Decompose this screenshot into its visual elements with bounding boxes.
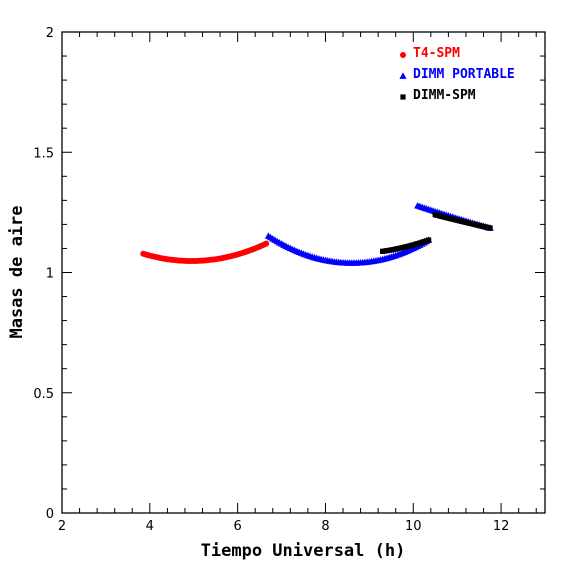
x-tick-label: 10	[405, 519, 422, 534]
x-tick-label: 4	[146, 519, 154, 534]
y-tick-label: 2	[46, 26, 54, 41]
data-point	[263, 240, 270, 247]
data-point	[487, 225, 493, 231]
series-dimm-spm	[379, 212, 493, 254]
series-layer	[140, 202, 494, 266]
x-tick-label: 2	[58, 519, 66, 534]
legend: T4-SPM DIMM PORTABLE DIMM-SPM	[399, 46, 515, 103]
data-point	[426, 237, 432, 243]
y-tick-label: 0	[46, 507, 54, 522]
series-t4-spm	[140, 240, 270, 265]
legend-marker	[399, 72, 407, 79]
x-tick-label: 6	[233, 519, 241, 534]
y-tick-label: 1	[46, 267, 54, 282]
tick-labels: 2 4 6 8 10 12 0 0.5 1 1.5 2	[33, 26, 509, 534]
legend-marker	[400, 52, 406, 58]
x-axis-title: Tiempo Universal (h)	[201, 541, 406, 561]
axes-layer	[61, 31, 546, 514]
y-axis-title: Masas de aire	[7, 205, 27, 338]
legend-marker	[400, 94, 406, 100]
legend-label: T4-SPM	[413, 46, 460, 61]
y-tick-label: 0.5	[33, 387, 54, 402]
x-tick-label: 12	[493, 519, 510, 534]
legend-label: DIMM-SPM	[413, 88, 476, 103]
x-tick-label: 8	[321, 519, 329, 534]
y-tick-label: 1.5	[33, 146, 54, 161]
legend-label: DIMM PORTABLE	[413, 67, 515, 82]
